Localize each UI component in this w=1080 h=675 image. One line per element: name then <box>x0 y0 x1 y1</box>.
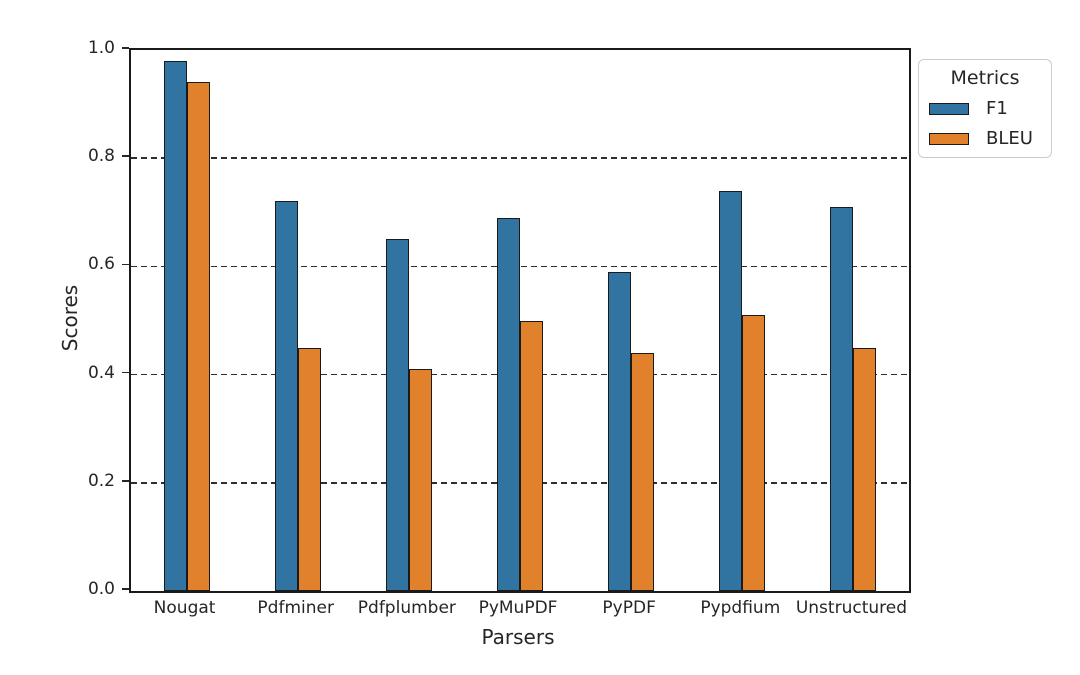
x-tick-label-unstructured: Unstructured <box>795 598 907 618</box>
y-axis-label: Scores <box>58 284 82 352</box>
x-tick-label-pdfplumber: Pdfplumber <box>357 598 456 618</box>
legend-items: F1 BLEU <box>927 98 1043 150</box>
y-tick-mark-0.4 <box>122 371 129 374</box>
legend-item-f1: F1 <box>929 98 1043 120</box>
x-tick-label-nougat: Nougat <box>153 598 216 618</box>
x-tick-label-pymupdf: PyMuPDF <box>478 598 558 618</box>
legend-title: Metrics <box>950 67 1020 89</box>
x-tick-label-pypdfium: Pypdfium <box>700 598 781 618</box>
y-tick-mark-0.0 <box>122 588 129 590</box>
bar-bleu-nougat <box>186 82 210 591</box>
x-axis-label: Parsers <box>481 625 555 649</box>
bar-f1-unstructured <box>830 206 854 591</box>
bar-f1-pypdf <box>608 271 632 591</box>
bar-f1-nougat <box>163 60 187 591</box>
x-tick-label-pdfminer: Pdfminer <box>257 598 334 618</box>
bar-bleu-pypdfium <box>742 315 766 591</box>
bar-f1-pdfminer <box>274 201 298 591</box>
legend-swatch-bleu <box>929 133 969 145</box>
gridline-0.6 <box>131 265 909 268</box>
bar-bleu-pypdf <box>631 352 655 591</box>
bar-f1-pdfplumber <box>385 239 409 591</box>
y-tick-label-1.0: 1.0 <box>87 38 115 58</box>
bar-bleu-pymupdf <box>520 320 543 591</box>
bar-f1-pypdfium <box>719 190 743 591</box>
y-tick-mark-1.0 <box>122 47 129 49</box>
legend-item-bleu: BLEU <box>929 128 1043 150</box>
x-tick-label-pypdf: PyPDF <box>602 598 656 618</box>
bar-bleu-unstructured <box>853 347 877 591</box>
y-tick-label-0.4: 0.4 <box>87 362 115 383</box>
y-tick-mark-0.2 <box>122 479 129 482</box>
plot-area <box>129 48 911 593</box>
y-tick-label-0.6: 0.6 <box>87 254 115 275</box>
legend-label-f1: F1 <box>986 98 1008 119</box>
bar-f1-pymupdf <box>497 217 520 591</box>
bar-bleu-pdfplumber <box>408 369 432 591</box>
y-tick-mark-0.6 <box>122 263 129 266</box>
bar-bleu-pdfminer <box>297 347 321 591</box>
y-tick-label-0.2: 0.2 <box>87 470 115 491</box>
legend-swatch-f1 <box>929 103 969 115</box>
legend: Metrics F1 BLEU <box>918 59 1052 158</box>
y-tick-label-0.8: 0.8 <box>87 146 115 167</box>
gridline-0.8 <box>131 157 909 159</box>
y-tick-mark-0.8 <box>122 155 129 158</box>
y-tick-label-0.0: 0.0 <box>87 579 115 599</box>
legend-label-bleu: BLEU <box>986 128 1033 149</box>
